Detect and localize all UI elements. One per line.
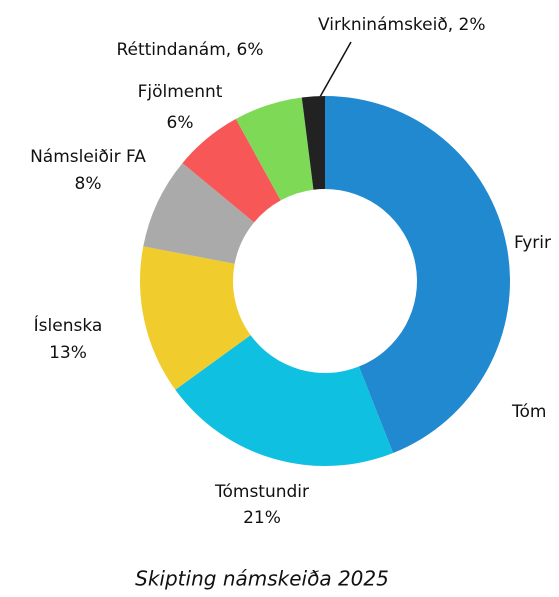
slice-label: Íslenska	[34, 314, 103, 336]
slice-label: Réttindanám, 6%	[116, 40, 263, 60]
value-label: 21%	[243, 508, 281, 528]
value-label: 6%	[167, 113, 194, 133]
slice	[235, 97, 314, 201]
slice-label: Virkninámskeið, 2%	[318, 15, 486, 35]
slice	[325, 96, 511, 454]
slice	[301, 96, 325, 190]
slice-label: Námsleiðir FA	[30, 147, 146, 167]
value-label: 8%	[75, 174, 102, 194]
value-label: 13%	[49, 343, 87, 363]
chart-title: Skipting námskeiða 2025	[135, 567, 389, 591]
annotation: Tóm	[511, 402, 546, 422]
slice-label: Tómstundir	[214, 482, 309, 502]
slice	[175, 335, 394, 466]
slice	[182, 118, 281, 223]
leader-line	[315, 41, 352, 105]
slice	[140, 246, 251, 390]
slice-label: Fyrir	[514, 233, 551, 253]
slice	[143, 163, 255, 264]
slice-label: Fjölmennt	[138, 82, 223, 102]
